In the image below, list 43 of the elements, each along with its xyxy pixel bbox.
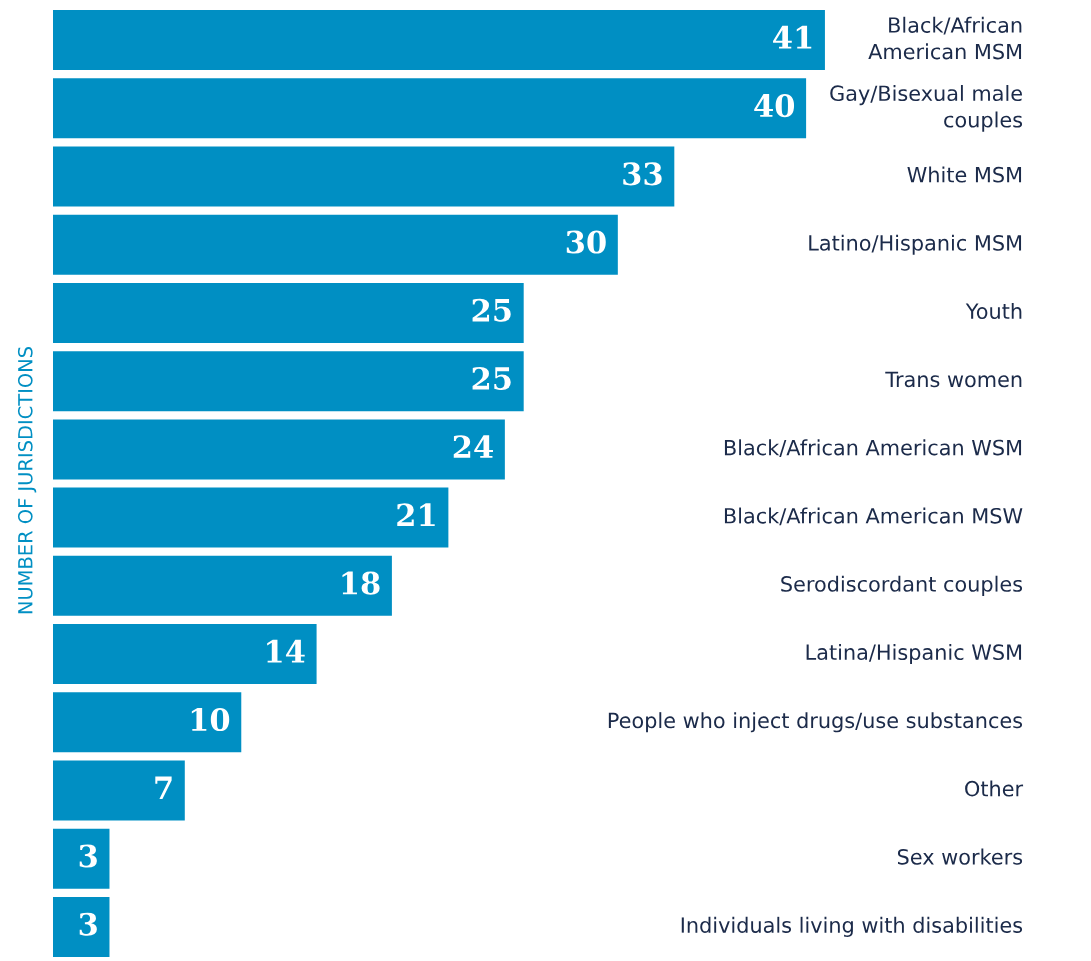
y-tick-label: Youth	[965, 302, 1022, 320]
data-label: 18	[342, 571, 380, 595]
data-label: 3	[79, 912, 97, 936]
bar	[53, 282, 524, 343]
bar	[53, 624, 317, 685]
y-tick-label: White MSM	[907, 166, 1022, 183]
data-label: 10	[191, 708, 230, 732]
bar	[53, 487, 449, 548]
bar	[53, 78, 807, 139]
data-label: 24	[453, 435, 493, 458]
data-label: 7	[155, 776, 172, 799]
bar	[53, 10, 825, 71]
y-tick-label: Individuals living with disabilities	[681, 916, 1023, 937]
bar	[53, 419, 505, 480]
bar	[53, 351, 524, 412]
y-tick-label: Gay/Bisexual male couples	[830, 84, 1023, 132]
bar	[53, 896, 110, 957]
y-axis-title: NUMBER OF JURISDICTIONS	[17, 347, 37, 614]
data-label: 14	[267, 639, 305, 663]
y-tick-label: Black/African American MSM	[868, 16, 1022, 60]
bar	[53, 214, 618, 275]
y-tick-label: Black/African American WSM	[724, 439, 1022, 458]
data-label: 41	[773, 25, 812, 49]
data-label: 33	[623, 162, 662, 186]
bar	[53, 555, 392, 616]
bar	[53, 692, 242, 753]
y-tick-label: Latino/Hispanic MSM	[809, 234, 1022, 255]
data-label: 21	[397, 503, 435, 527]
y-tick-label: Black/African American MSW	[724, 507, 1023, 526]
data-label: 40	[754, 94, 795, 118]
bar	[53, 146, 675, 207]
y-tick-label: Trans women	[885, 371, 1022, 388]
bar	[53, 828, 110, 889]
y-tick-label: Serodiscordant couples	[781, 575, 1023, 596]
y-tick-label: Sex workers	[897, 848, 1023, 865]
data-label: 30	[566, 230, 606, 254]
y-tick-label: Latina/Hispanic WSM	[806, 643, 1022, 665]
data-label: 25	[472, 298, 511, 322]
bar	[53, 760, 185, 821]
y-tick-label: People who inject drugs/use substances	[608, 712, 1023, 733]
y-tick-label: Other	[965, 780, 1024, 797]
data-label: 25	[472, 366, 511, 391]
data-label: 3	[79, 844, 97, 868]
